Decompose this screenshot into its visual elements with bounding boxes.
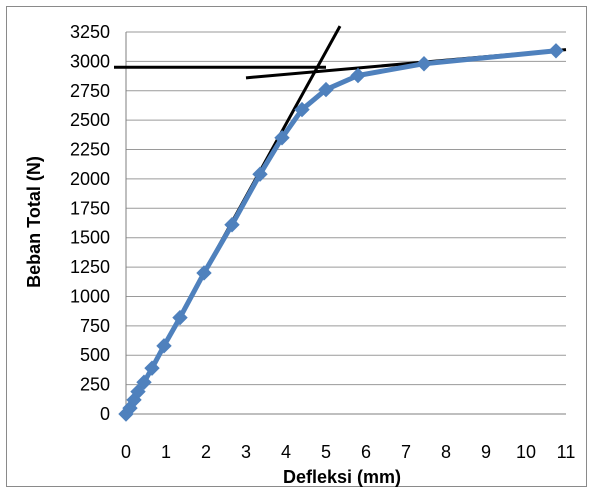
y-tick-label: 2750: [70, 81, 110, 101]
x-tick-label: 11: [557, 442, 576, 462]
x-tick-label: 1: [161, 442, 171, 462]
data-point: [294, 101, 310, 118]
y-tick-label: 0: [100, 404, 110, 424]
y-tick-label: 1000: [70, 286, 110, 306]
data-point: [274, 130, 290, 146]
data-point: [548, 43, 564, 59]
data-point: [416, 56, 432, 72]
y-tick-label: 750: [80, 316, 110, 336]
x-tick-label: 9: [481, 442, 491, 462]
x-tick-label: 6: [361, 442, 371, 462]
y-tick-label: 500: [80, 345, 110, 365]
x-tick-labels: 0 1 2 3 4 5 6 7 8 9 10 11: [121, 442, 575, 462]
y-tick-label: 2500: [70, 110, 110, 130]
data-point: [224, 217, 240, 233]
y-tick-label: 2000: [70, 169, 110, 189]
data-point: [318, 81, 334, 98]
x-tick-label: 7: [401, 442, 411, 462]
series-line-1: [123, 48, 559, 417]
x-tick-label: 5: [321, 442, 331, 462]
y-tick-label: 1250: [70, 257, 110, 277]
data-point: [130, 383, 146, 400]
data-point: [156, 338, 172, 354]
x-tick-label: 10: [516, 442, 536, 462]
data-point: [144, 360, 160, 376]
x-tick-label: 8: [441, 442, 451, 462]
y-tick-label: 1750: [70, 198, 110, 218]
x-axis-title: Defleksi (mm): [283, 467, 401, 487]
y-tick-label: 250: [80, 375, 110, 395]
data-point: [252, 166, 268, 182]
y-tick-label: 1500: [70, 228, 110, 248]
y-tick-label: 2250: [70, 140, 110, 160]
data-point: [172, 309, 188, 326]
chart-frame: [6, 6, 587, 487]
x-tick-label: 0: [121, 442, 131, 462]
x-tick-label: 3: [241, 442, 251, 462]
data-point: [196, 265, 212, 281]
y-tick-labels: 0 250 500 750 1000 1250 1500 1750 2000 2250 2500 27…: [70, 22, 110, 424]
y-tick-label: 3000: [70, 51, 110, 71]
y-tick-label: 3250: [70, 22, 110, 42]
data-point: [350, 67, 366, 84]
y-axis-title: Beban Total (N): [24, 156, 44, 288]
x-tick-label: 2: [201, 442, 211, 462]
x-tick-label: 4: [281, 442, 291, 462]
data-point: [136, 374, 152, 390]
gridlines: [125, 31, 566, 415]
data-series: [118, 43, 564, 422]
